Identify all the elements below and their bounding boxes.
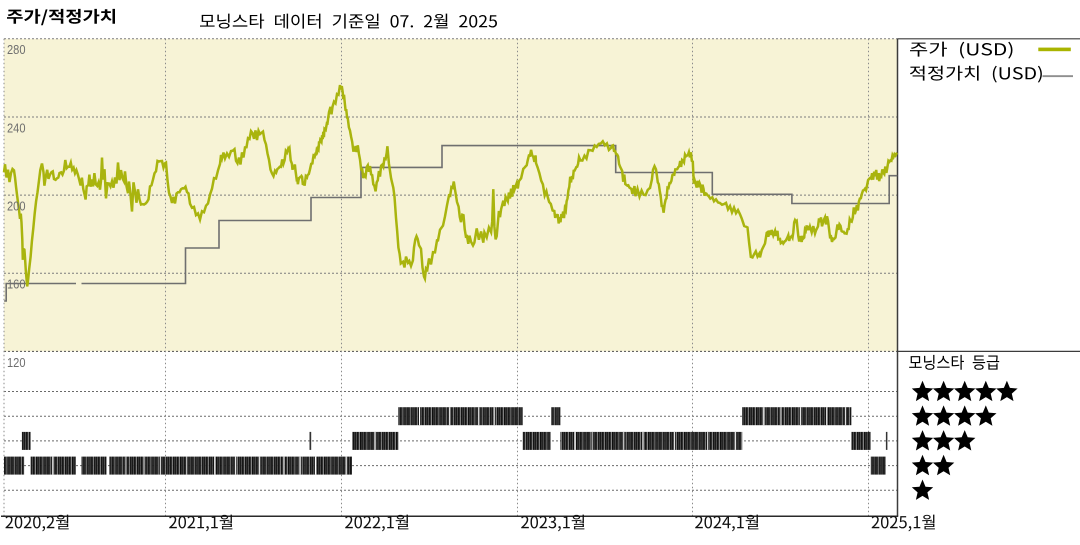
svg-text:120: 120	[7, 356, 26, 370]
svg-text:240: 240	[7, 121, 26, 135]
svg-text:200: 200	[7, 200, 26, 214]
svg-text:280: 280	[7, 43, 26, 57]
svg-text:160: 160	[7, 278, 26, 292]
